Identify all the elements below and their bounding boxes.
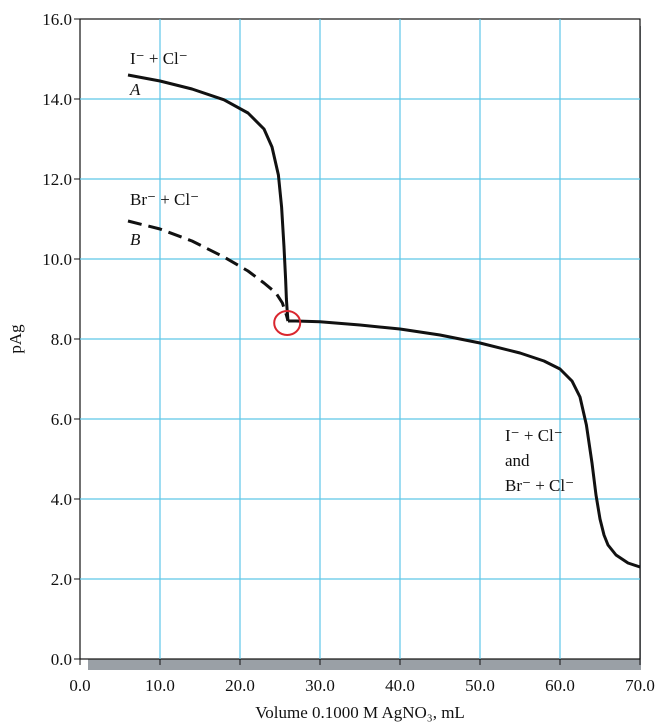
x-tick-label: 60.0 <box>545 676 575 695</box>
y-tick-label: 10.0 <box>42 250 72 269</box>
annotation-a-letter: A <box>129 80 141 99</box>
y-axis-label: pAg <box>6 324 25 354</box>
x-tick-label: 0.0 <box>69 676 90 695</box>
y-tick-label: 12.0 <box>42 170 72 189</box>
y-tick-label: 8.0 <box>51 330 72 349</box>
annotation-b-letter: B <box>130 230 141 249</box>
y-tick-label: 4.0 <box>51 490 72 509</box>
y-tick-label: 2.0 <box>51 570 72 589</box>
y-tick-label: 6.0 <box>51 410 72 429</box>
series-line-b <box>127 219 290 322</box>
series-line-combined <box>288 319 641 569</box>
grid-lines <box>80 19 640 659</box>
y-tick-label: 14.0 <box>42 90 72 109</box>
x-tick-label: 50.0 <box>465 676 495 695</box>
x-tick-label: 30.0 <box>305 676 335 695</box>
annotation-combined-line2: and <box>505 451 530 470</box>
y-tick-label: 0.0 <box>51 650 72 669</box>
annotation-b-label: Br⁻ + Cl⁻ <box>130 190 199 209</box>
x-tick-label: 20.0 <box>225 676 255 695</box>
x-tick-label: 10.0 <box>145 676 175 695</box>
equivalence-highlight-circle <box>273 310 302 336</box>
x-tick-label: 70.0 <box>625 676 655 695</box>
data-series <box>127 73 641 569</box>
annotation-a-label: I⁻ + Cl⁻ <box>130 49 188 68</box>
axis-ticks: 0.0 10.0 20.0 30.0 40.0 50.0 60.0 70.0 0.0 2.0 4.0… <box>42 10 655 695</box>
x-tick-label: 40.0 <box>385 676 415 695</box>
x-axis-label: Volume 0.1000 M AgNO₃, mL <box>255 703 465 722</box>
series-line-a <box>127 73 290 322</box>
y-tick-label: 16.0 <box>42 10 72 29</box>
annotation-combined-line1: I⁻ + Cl⁻ <box>505 426 563 445</box>
annotation-combined-line3: Br⁻ + Cl⁻ <box>505 476 574 495</box>
